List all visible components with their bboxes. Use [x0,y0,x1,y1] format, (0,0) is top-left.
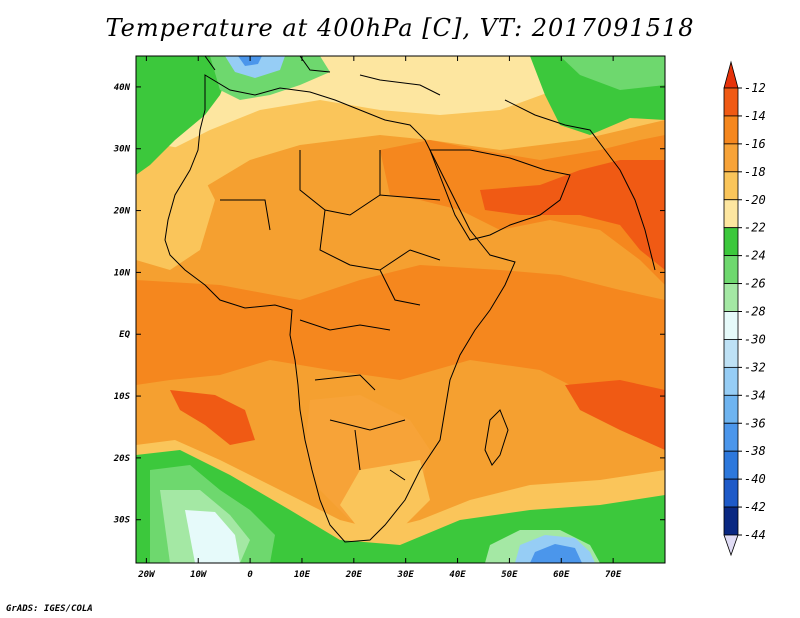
colorbar-swatch [723,366,739,396]
field-arabia-hot [480,160,665,270]
colorbar-label: -38 [744,444,766,458]
colorbar-label: -26 [744,277,766,291]
lon-tick-label: 10E [294,570,311,580]
colorbar-label: -16 [744,137,766,151]
colorbar-swatch [723,143,739,173]
lat-tick-label: 40N [114,83,131,93]
field-south-cyan [185,510,240,563]
colorbar-swatch [723,255,739,284]
lon-tick-label: 20E [345,570,363,580]
field-se-hot [565,380,665,450]
colorbar-label: -24 [744,249,766,263]
lon-tick-label: 50E [501,570,518,580]
credit-text: GrADS: IGES/COLA [6,604,93,614]
colorbar-swatch [723,87,739,117]
colorbar-label: -20 [744,193,766,207]
colorbar-swatch [723,394,739,424]
lat-axis: 40N 30N 20N 10N EQ 10S 20S 30S [113,83,665,526]
lat-tick-label: 30N [113,145,131,155]
lon-tick-label: 10W [190,570,208,580]
lon-tick-label: 60E [553,570,570,580]
colorbar-swatch [723,339,739,368]
colorbar-swatch [723,283,739,312]
lat-tick-label: EQ [119,330,130,340]
coastlines [164,56,656,543]
colorbar-swatch [723,450,739,480]
asia-coast [504,99,656,271]
arabia-coast [429,149,571,241]
lat-tick-label: 20S [113,454,131,464]
colorbar-label: -32 [744,360,766,374]
lon-tick-label: 70E [605,570,622,580]
field-sw-hot [170,390,255,445]
lat-tick-label: 30S [113,516,131,526]
colorbar-label: -28 [744,305,766,319]
colorbar-label: -44 [744,528,766,542]
colorbar: -12 -14 -16 -18 -20 -22 -24 -26 -28 -30 -32 -34 -36 -… [723,60,766,557]
lat-tick-label: 20N [113,207,131,217]
field-south-east-blue-core [530,544,582,563]
colorbar-bottom-arrow [723,534,739,557]
lat-tick-label: 10N [114,268,131,278]
colorbar-swatch [723,227,739,257]
plot-frame [135,55,666,564]
colorbar-label: -18 [744,165,766,179]
field-med-blue [225,56,285,78]
temperature-field [136,56,665,563]
colorbar-top-arrow [723,60,739,89]
colorbar-label: -14 [744,109,766,123]
lon-tick-label: 0 [247,570,253,580]
lat-tick-label: 10S [114,392,131,402]
africa-coast [164,74,516,543]
colorbar-label: -40 [744,472,766,486]
madagascar [484,409,509,466]
lon-axis: 20W 10W 0 10E 20E 30E 40E 50E 60E 70E [137,56,622,580]
colorbar-swatch [723,115,739,145]
field-west-pale [136,140,215,270]
lon-tick-label: 30E [397,570,415,580]
colorbar-swatch [723,422,739,452]
field-tropical-orange [136,265,665,420]
field-south-africa-pale [340,460,430,530]
colorbar-label: -12 [744,81,766,95]
map-title: Temperature at 400hPa [C], VT: 201709151… [105,14,695,42]
lon-tick-label: 20W [137,570,156,580]
colorbar-label: -22 [744,221,766,235]
europe-coast [204,56,441,96]
colorbar-swatch [723,506,739,536]
colorbar-swatch [723,171,739,201]
colorbar-label: -42 [744,500,766,514]
colorbar-label: -34 [744,388,766,402]
colorbar-swatch [723,478,739,508]
colorbar-swatch [723,311,739,340]
colorbar-label: -30 [744,332,766,346]
colorbar-swatch [723,199,739,229]
colorbar-label: -36 [744,416,766,430]
field-ne-green-light [560,56,665,90]
country-borders [220,150,441,481]
lon-tick-label: 40E [449,570,466,580]
field-nw-green [136,56,230,175]
